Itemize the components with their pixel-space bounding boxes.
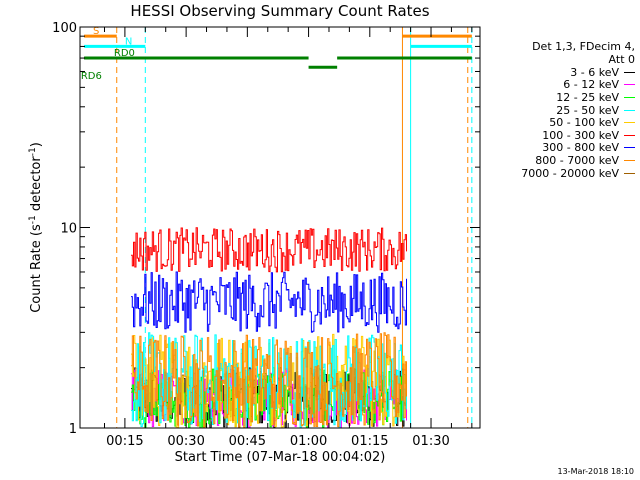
legend-entry-label: 50 - 100 keV [549,116,619,130]
legend-header-2: Att 0 [608,53,635,66]
x-tick-label-0045: 00:45 [229,434,266,449]
legend-swatch [624,172,635,174]
series-line-300-800kev [131,271,407,333]
legend-swatch [624,122,635,124]
legend-swatch [624,96,635,98]
legend-swatch [624,109,635,111]
x-tick-label-0115: 01:15 [351,434,388,449]
x-axis-label: Start Time (07-Mar-18 00:04:02) [175,450,386,465]
y-tick-label-1: 1 [69,422,77,437]
legend-entry-label: 300 - 800 keV [542,141,619,155]
flag-label-rd0: RD0 [114,48,135,59]
x-tick-label-0015: 00:15 [106,434,143,449]
legend-entry: 800 - 7000 keV [493,154,635,167]
legend-swatch [624,71,635,73]
legend-entry: 12 - 25 keV [493,91,635,104]
legend: Det 1,3, FDecim 4, Att 0 3 - 6 keV 6 - 12… [493,40,635,180]
legend-entry: 25 - 50 keV [493,104,635,117]
series-line-100-300kev [131,227,407,273]
legend-entry: 300 - 800 keV [493,141,635,155]
legend-entry-label: 3 - 6 keV [570,65,619,79]
legend-entry: 6 - 12 keV [493,78,635,92]
flag-label-s: S [93,26,99,37]
y-tick-label-100: 100 [52,21,77,36]
legend-entry-label: 12 - 25 keV [556,90,619,104]
series-line-25-50kev [131,332,407,429]
series-line-800-7000kev [131,332,407,429]
legend-entry: 50 - 100 keV [493,116,635,129]
generated-timestamp: 13-Mar-2018 18:10 [557,467,635,476]
flag-label-rd6: RD6 [81,71,102,82]
chart-title: HESSI Observing Summary Count Rates [130,2,430,20]
x-tick-label-0100: 01:00 [290,434,327,449]
legend-entry-label: 800 - 7000 keV [535,153,619,167]
flag-label-n: N [125,36,132,47]
legend-swatch [624,84,635,86]
legend-swatch [624,147,635,149]
legend-swatch [624,159,635,161]
legend-entry: 100 - 300 keV [493,129,635,142]
legend-entry: 7000 - 20000 keV [493,167,635,180]
legend-entry-label: 7000 - 20000 keV [521,166,619,180]
legend-entry-label: 6 - 12 keV [563,78,619,92]
legend-entry: 3 - 6 keV [493,66,635,79]
legend-header-1: Det 1,3, FDecim 4, [532,40,635,53]
y-tick-label-10: 10 [60,222,77,237]
legend-swatch [624,134,635,136]
legend-entry-label: 100 - 300 keV [542,128,619,142]
x-tick-label-0130: 01:30 [412,434,449,449]
y-axis-label: Count Rate (s-1 detector-1) [28,142,44,313]
legend-entry-label: 25 - 50 keV [556,103,619,117]
x-tick-label-0030: 00:30 [167,434,204,449]
